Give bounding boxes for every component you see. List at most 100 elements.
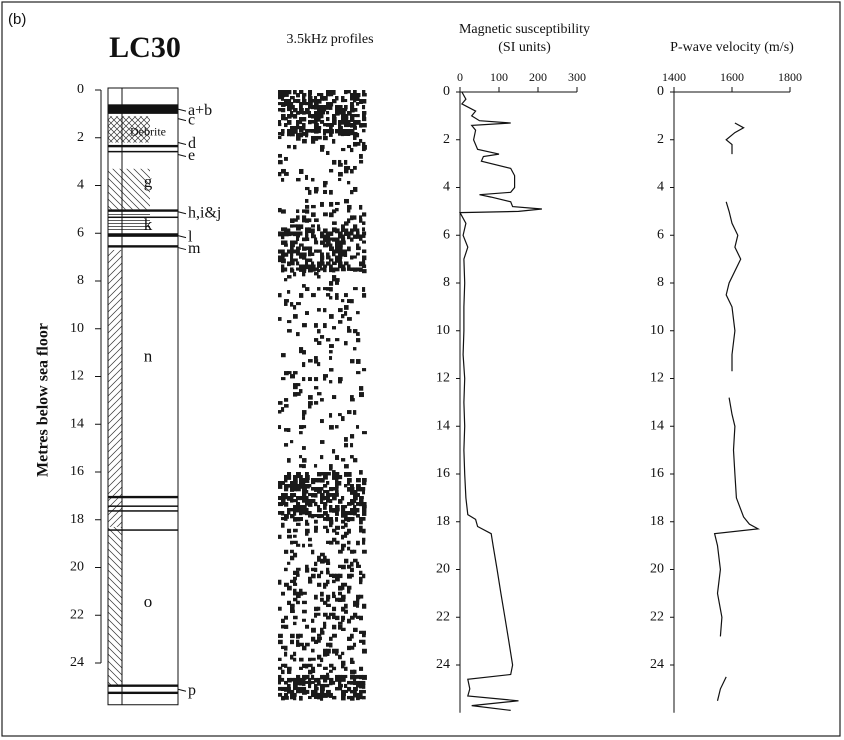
profile-cell — [359, 674, 364, 680]
profile-cell — [350, 93, 354, 97]
profile-cell — [359, 579, 363, 585]
profile-cell — [311, 499, 316, 504]
unit-leader — [177, 688, 187, 692]
profile-cell — [281, 591, 285, 596]
profile-cell — [320, 419, 324, 424]
profile-cell — [287, 585, 292, 591]
profile-cell — [293, 505, 297, 510]
profile-cell — [314, 218, 319, 223]
profile-cell — [290, 603, 295, 607]
profile-cell — [293, 314, 298, 319]
profile-cell — [362, 603, 367, 609]
profile-cell — [281, 353, 286, 358]
profile-cell — [296, 123, 300, 128]
profile-cell — [299, 231, 303, 236]
profile-cell — [305, 258, 309, 262]
profile-cell — [314, 129, 319, 134]
profile-cell — [323, 484, 328, 488]
profile-cell — [362, 144, 367, 150]
profile-cell — [314, 240, 319, 245]
profile-cell — [296, 231, 300, 235]
profile-cell — [278, 496, 283, 501]
profile-cell — [347, 120, 351, 124]
profile-cell — [341, 264, 346, 269]
profile-cell — [362, 505, 367, 509]
profile-cell — [347, 645, 351, 651]
profile-cell — [347, 180, 351, 185]
hatch-zone — [108, 249, 122, 527]
bed — [108, 505, 178, 507]
profile-cell — [311, 514, 315, 519]
profile-cell — [287, 275, 292, 279]
profile-cell — [341, 606, 346, 612]
profile-cell — [323, 212, 328, 217]
profile-cell — [284, 299, 289, 303]
profile-cell — [287, 528, 292, 534]
profile-cell — [335, 249, 340, 254]
profile-cell — [326, 570, 330, 575]
profile-cell — [311, 204, 316, 209]
profile-cell — [332, 633, 337, 638]
profile-cell — [302, 645, 307, 651]
profile-cell — [353, 224, 358, 230]
unit-label: d — [188, 135, 196, 152]
unit-label: m — [188, 240, 201, 257]
profile-cell — [284, 567, 288, 572]
profile-cell — [341, 147, 346, 152]
profile-cell — [338, 573, 343, 579]
profile-cell — [326, 561, 331, 566]
profile-cell — [332, 228, 336, 233]
y-tick-label: 22 — [650, 609, 664, 624]
profile-cell — [341, 534, 345, 540]
y-tick-label: 10 — [650, 323, 664, 338]
profile-cell — [290, 689, 295, 695]
profile-cell — [281, 249, 285, 254]
profile-cell — [320, 120, 325, 124]
profile-cell — [332, 487, 337, 491]
y-tick-label: 16 — [650, 466, 664, 481]
profile-cell — [329, 636, 333, 641]
profile-cell — [314, 323, 318, 328]
profile-cell — [317, 606, 321, 611]
data-line — [725, 122, 745, 155]
profile-cell — [344, 105, 348, 110]
profile-cell — [296, 135, 301, 141]
profile-cell — [314, 639, 319, 644]
profile-cell — [281, 502, 286, 506]
profile-cell — [332, 615, 336, 620]
profile-cell — [290, 654, 294, 660]
profile-cell — [329, 612, 334, 616]
profile-cell — [296, 674, 301, 679]
profile-cell — [302, 264, 306, 268]
profile-cell — [314, 487, 319, 492]
profile-cell — [308, 102, 313, 107]
profile-cell — [359, 138, 363, 143]
profile-cell — [329, 129, 334, 134]
profile-cell — [362, 129, 366, 133]
profile-cell — [335, 201, 340, 205]
profile-cell — [335, 111, 340, 116]
unit-label: a+b — [188, 102, 212, 119]
profile-cell — [320, 252, 324, 257]
profile-cell — [317, 126, 322, 130]
profile-cell — [314, 356, 318, 360]
profile-cell — [320, 686, 325, 692]
profile-cell — [323, 377, 327, 381]
profile-cell — [305, 174, 309, 180]
profile-cell — [314, 359, 319, 364]
profile-cell — [287, 371, 292, 375]
profile-cell — [329, 508, 333, 513]
profile-cell — [335, 243, 339, 248]
profile-cell — [287, 600, 292, 606]
profile-cell — [311, 120, 315, 124]
profile-cell — [335, 425, 339, 429]
profile-cell — [332, 472, 337, 477]
profile-cell — [356, 132, 360, 138]
profile-cell — [320, 514, 325, 518]
profile-cell — [356, 96, 360, 101]
profile-cell — [356, 252, 360, 256]
profile-cell — [338, 111, 342, 115]
profile-cell — [338, 549, 343, 554]
profile-cell — [311, 618, 315, 623]
profile-cell — [347, 218, 351, 224]
